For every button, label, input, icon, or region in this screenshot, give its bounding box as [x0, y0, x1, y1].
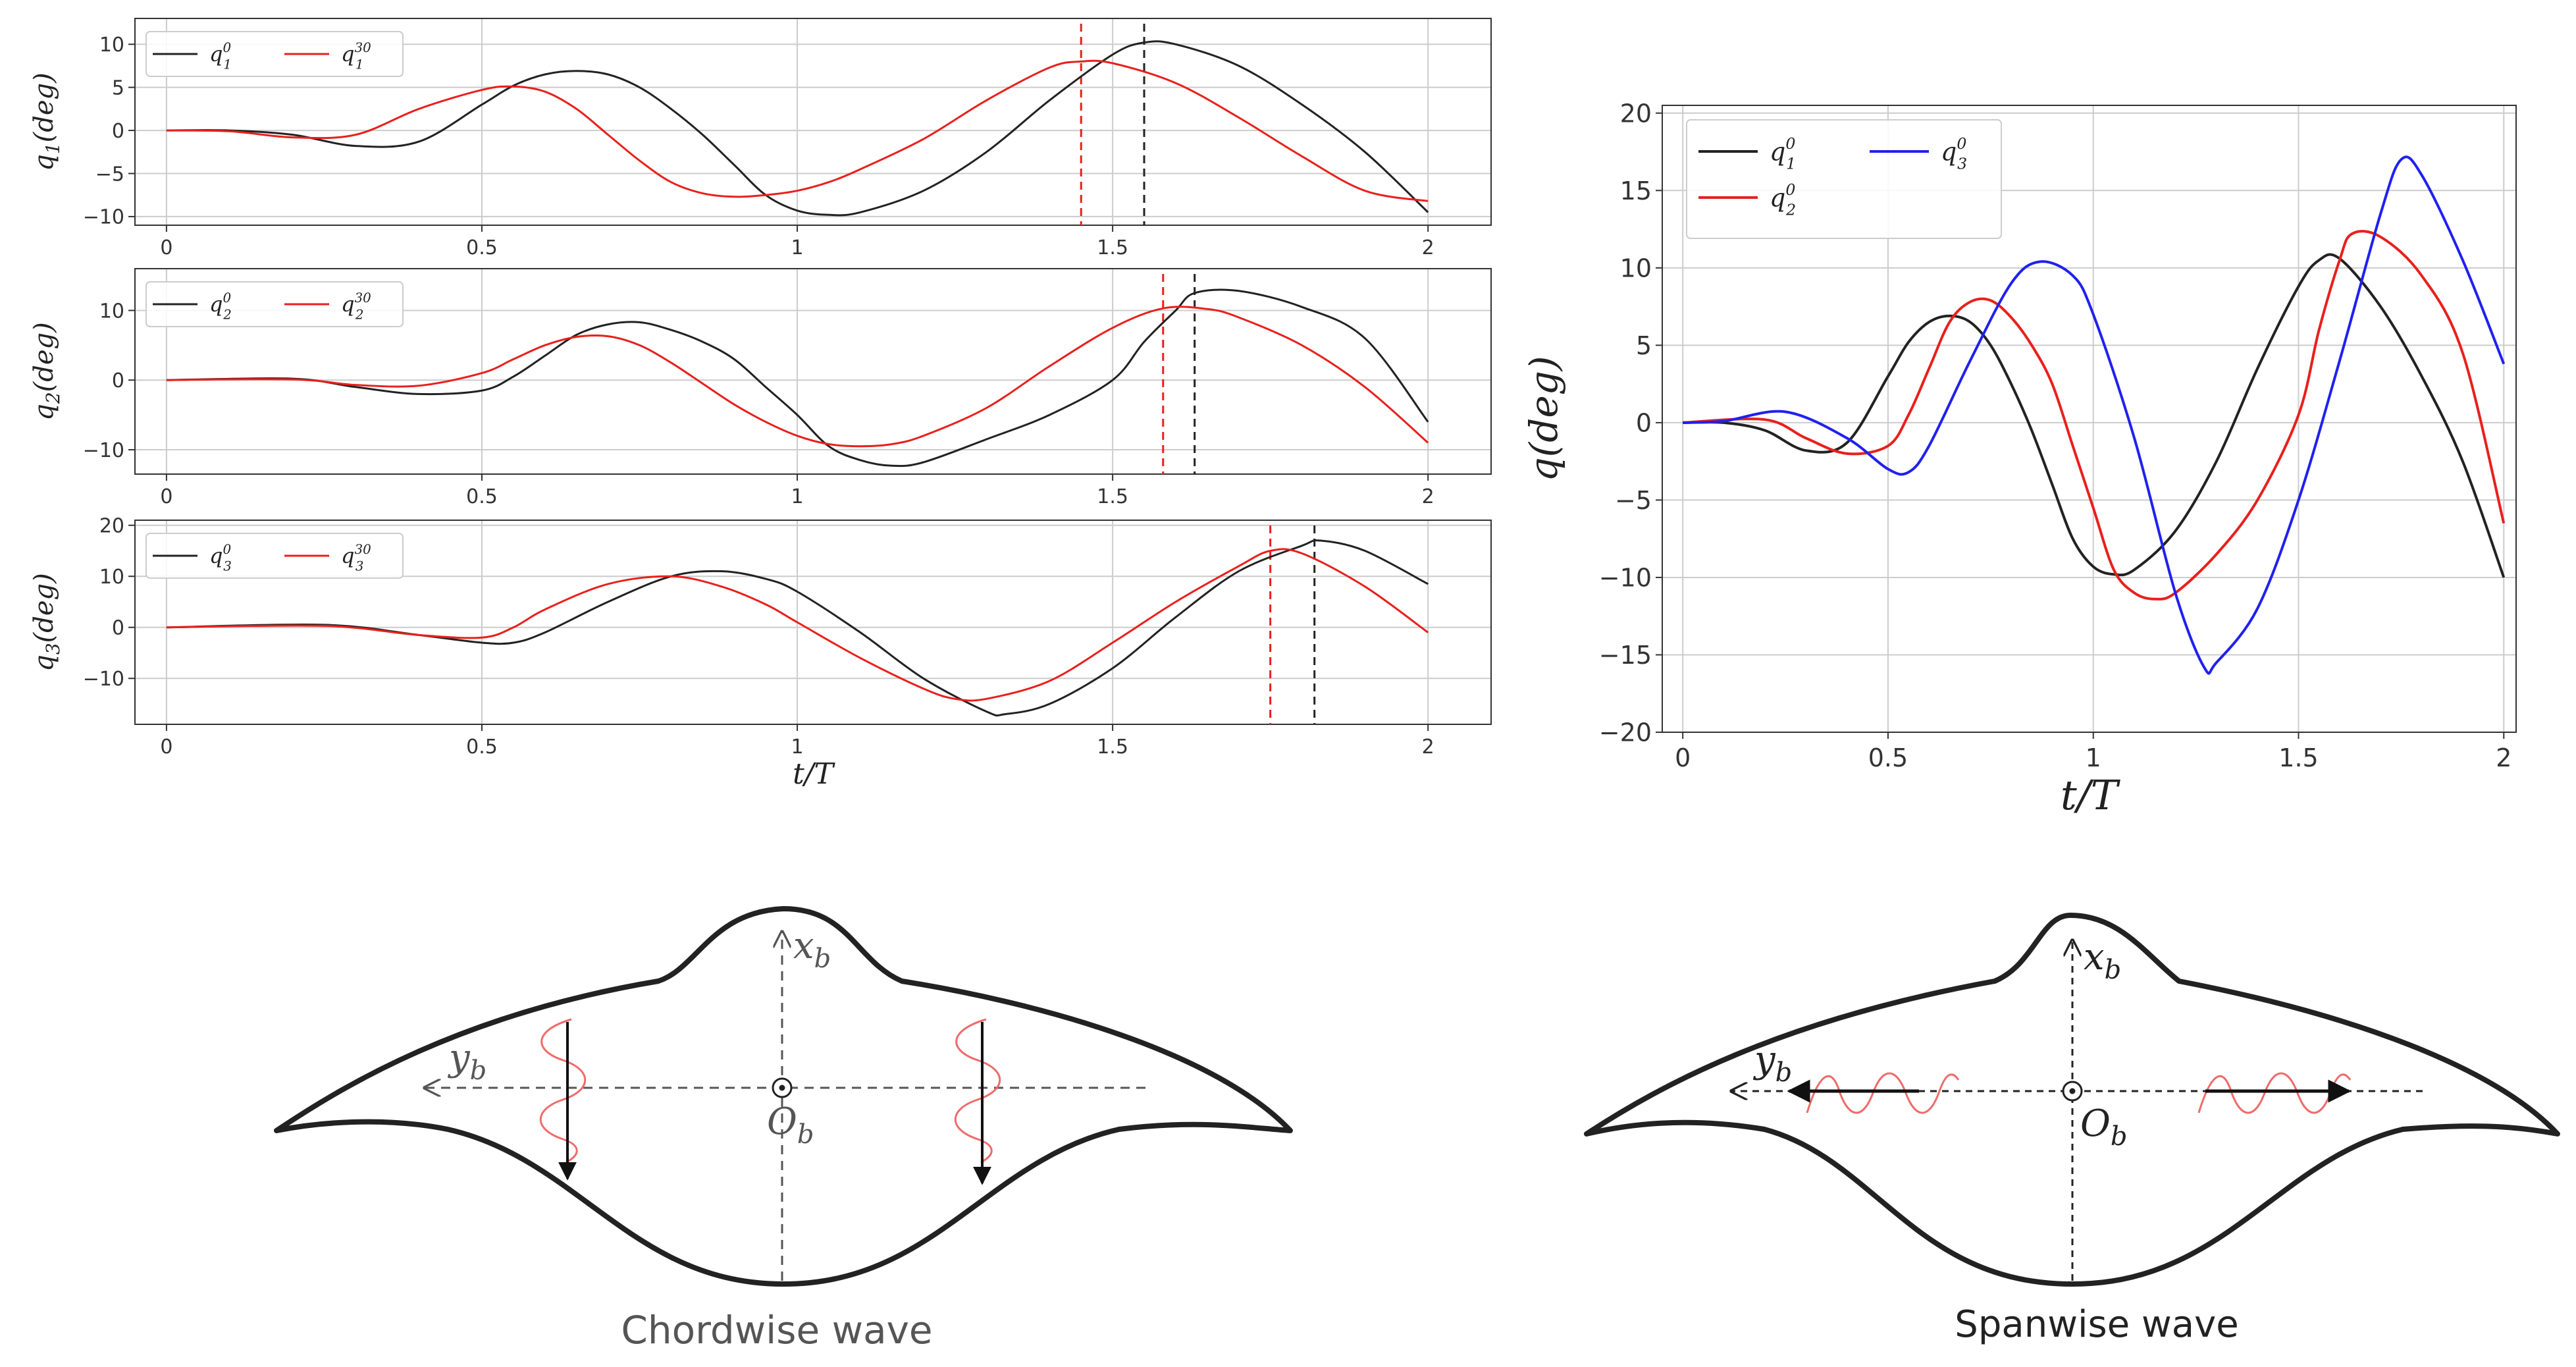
- series-line-q_3^0: [166, 539, 1429, 717]
- x-tick-label: 0: [160, 485, 172, 508]
- y-tick-label: 5: [1636, 331, 1652, 360]
- x-tick-label: 2: [1422, 236, 1434, 259]
- legend-label: q0 1: [209, 40, 232, 72]
- x-axis-label: t/T: [793, 757, 836, 791]
- legend-label: q30 1: [341, 40, 371, 72]
- y-tick-label: −10: [1599, 564, 1652, 593]
- wave-left: [539, 1018, 587, 1164]
- y-tick-label: −10: [83, 206, 124, 229]
- origin-dot: [779, 1085, 785, 1091]
- x-tick-label: 1.5: [1097, 736, 1128, 759]
- legend-box: [145, 533, 404, 579]
- y-tick-label: −10: [83, 439, 124, 462]
- y-tick-label: 0: [112, 120, 124, 143]
- y-axis-label: q(deg): [1521, 356, 1566, 482]
- series-line-q_1^0: [166, 40, 1429, 217]
- plot-frame-border: [134, 18, 1492, 226]
- chart-q2: 0 0.5 1 1.5 2 −10 0 10 q2(deg) q0 2 q30 2: [29, 268, 1492, 508]
- y-axis-label: q3(deg): [29, 573, 64, 672]
- legend-label: q0 3: [1941, 134, 1967, 173]
- y-tick-label: −10: [83, 668, 124, 691]
- plot-frame-border: [1662, 105, 2517, 733]
- legend-label: q30 2: [341, 290, 371, 323]
- y-tick-label: 5: [112, 76, 124, 99]
- legend-box: [1686, 119, 2002, 239]
- chart-q-combined: 0 0.5 1 1.5 2 −20 −15 −10 −5 0 5 10 15 20 q(deg) t/T q0 1…: [1521, 99, 2517, 819]
- legend-label: q0 1: [1770, 134, 1796, 173]
- y-tick-label: 10: [99, 566, 124, 589]
- y-tick-label: 20: [1620, 99, 1652, 128]
- x-tick-label: 1.5: [1097, 485, 1128, 508]
- y-tick-label: 0: [1636, 409, 1652, 438]
- x-tick-label: 2: [2496, 743, 2511, 772]
- x-tick-label: 0.5: [466, 236, 498, 259]
- wave-left: [1806, 1072, 1960, 1114]
- y-tick-label: −15: [1599, 641, 1652, 670]
- series-line-q_2^0: [166, 288, 1429, 468]
- plot-frame-border: [134, 520, 1492, 725]
- chordwise-diagram: xb yb Ob Chordwise wave: [274, 906, 1293, 1353]
- origin-dot: [2069, 1088, 2076, 1094]
- legend-label: q0 2: [209, 290, 232, 323]
- x-tick-label: 1.5: [2278, 743, 2318, 772]
- spanwise-caption: Spanwise wave: [1955, 1303, 2238, 1346]
- x-tick-label: 0: [160, 736, 172, 759]
- series-line-q_3^0: [1683, 155, 2506, 675]
- y-tick-label: 10: [1620, 254, 1652, 282]
- legend-box: [145, 281, 404, 327]
- x-tick-label: 0.5: [466, 736, 498, 759]
- y-tick-label: 10: [99, 34, 124, 57]
- series-line-q_1^0: [1683, 253, 2506, 578]
- chordwise-caption: Chordwise wave: [621, 1308, 932, 1353]
- x-tick-label: 1: [791, 236, 803, 259]
- chart-q3: 0 0.5 1 1.5 2 −10 0 10 20 q3(deg) t/T q0 3 q30 3: [29, 515, 1492, 791]
- chart-q1: 0 0.5 1 1.5 2 −10 −5 0 5 10 q1(deg) q0 1 q30 1: [29, 18, 1492, 259]
- series-line-q_1^30: [166, 59, 1429, 202]
- y-tick-label: 20: [99, 515, 124, 538]
- legend-box: [145, 31, 404, 77]
- plot-frame-border: [134, 268, 1492, 475]
- chordwise-y-label: yb: [447, 1036, 486, 1086]
- ray-outline: [1584, 913, 2560, 1287]
- chordwise-x-label: xb: [793, 925, 831, 974]
- x-tick-label: 1: [2086, 743, 2101, 772]
- series-line-q_2^0: [1683, 230, 2506, 601]
- spanwise-y-label: yb: [1752, 1038, 1792, 1088]
- wave-right: [2197, 1072, 2352, 1114]
- spanwise-origin-label: Ob: [2080, 1102, 2128, 1152]
- series-line-q_2^30: [166, 306, 1429, 448]
- y-tick-label: −20: [1599, 718, 1652, 747]
- y-axis-label: q1(deg): [29, 72, 64, 171]
- x-tick-label: 0: [160, 236, 172, 259]
- legend-label: q0 3: [209, 542, 232, 574]
- y-tick-label: −5: [95, 163, 124, 186]
- ray-outline: [274, 906, 1293, 1287]
- legend-label: q0 2: [1770, 180, 1796, 219]
- y-tick-label: 15: [1620, 176, 1652, 205]
- spanwise-diagram: xb yb Ob Spanwise wave: [1584, 913, 2560, 1346]
- x-tick-label: 0: [1675, 743, 1691, 772]
- x-tick-label: 0.5: [466, 485, 498, 508]
- x-tick-label: 2: [1422, 485, 1434, 508]
- y-tick-label: 0: [112, 369, 124, 392]
- x-tick-label: 1: [791, 736, 803, 759]
- x-axis-label: t/T: [2061, 771, 2121, 819]
- legend-label: q30 3: [341, 542, 371, 574]
- x-tick-label: 2: [1422, 736, 1434, 759]
- y-tick-label: −5: [1615, 486, 1652, 515]
- x-tick-label: 1.5: [1097, 236, 1128, 259]
- spanwise-x-label: xb: [2084, 936, 2121, 985]
- y-tick-label: 0: [112, 617, 124, 640]
- wave-right: [954, 1018, 1001, 1164]
- y-tick-label: 10: [99, 300, 124, 323]
- x-tick-label: 1: [791, 485, 803, 508]
- x-tick-label: 0.5: [1868, 743, 1908, 772]
- y-axis-label: q2(deg): [29, 322, 64, 421]
- series-line-q_3^30: [166, 548, 1429, 702]
- chordwise-origin-label: Ob: [767, 1100, 814, 1150]
